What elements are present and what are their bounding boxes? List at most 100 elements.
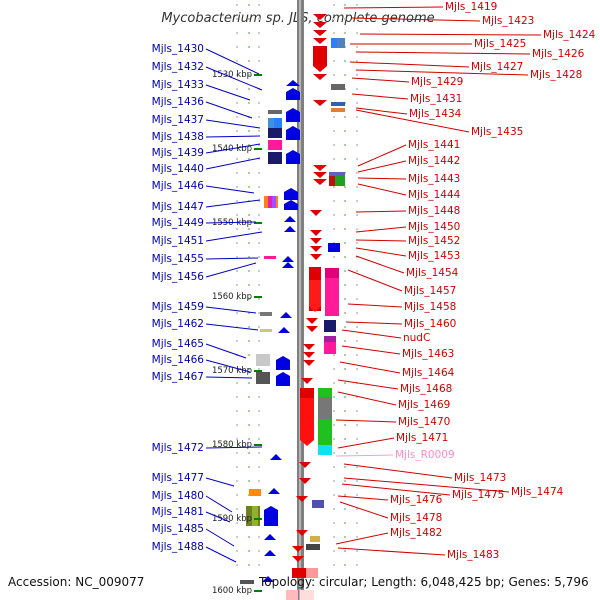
gene-label[interactable]: Mjls_1429 xyxy=(411,76,463,88)
gene-label[interactable]: Mjls_1437 xyxy=(152,114,204,126)
gene-label[interactable]: Mjls_1475 xyxy=(452,489,504,501)
track-dot xyxy=(248,466,250,468)
track-dot xyxy=(258,228,260,230)
gene-label[interactable]: Mjls_1463 xyxy=(402,348,454,360)
track-dot xyxy=(356,172,358,174)
gene-label[interactable]: Mjls_1462 xyxy=(152,318,204,330)
gene-label[interactable]: Mjls_1477 xyxy=(152,472,204,484)
label-leader-line xyxy=(351,17,481,22)
gene-label[interactable]: Mjls_1452 xyxy=(408,235,460,247)
track-dot xyxy=(248,564,250,566)
gene-block xyxy=(268,152,282,164)
gene-label[interactable]: Mjls_1426 xyxy=(532,48,585,60)
gene-label[interactable]: Mjls_1427 xyxy=(471,61,523,73)
track-dot xyxy=(344,326,346,328)
gene-label[interactable]: Mjls_1425 xyxy=(474,38,526,50)
gene-label[interactable]: Mjls_1439 xyxy=(152,147,204,159)
track-dot xyxy=(356,158,358,160)
gene-label[interactable]: Mjls_1428 xyxy=(530,69,582,81)
track-dot xyxy=(258,32,260,34)
gene-label[interactable]: Mjls_1443 xyxy=(408,173,460,185)
gene-label[interactable]: Mjls_1464 xyxy=(402,367,455,379)
gene-label[interactable]: Mjls_1478 xyxy=(390,512,442,524)
gene-label[interactable]: Mjls_1419 xyxy=(445,1,497,13)
gene-label[interactable]: Mjls_1470 xyxy=(398,416,450,428)
gene-label[interactable]: Mjls_1466 xyxy=(152,354,205,366)
forward-gene-arrow xyxy=(303,360,315,366)
track-dot xyxy=(236,186,238,188)
gene-block xyxy=(252,506,258,526)
gene-label[interactable]: Mjls_1472 xyxy=(152,442,204,454)
gene-label[interactable]: Mjls_1483 xyxy=(447,549,499,561)
gene-label[interactable]: Mjls_1453 xyxy=(408,250,460,262)
gene-label[interactable]: Mjls_1488 xyxy=(152,541,204,553)
track-dot xyxy=(248,88,250,90)
gene-label[interactable]: Mjls_1441 xyxy=(408,139,460,151)
gene-label[interactable]: Mjls_1436 xyxy=(152,96,205,108)
track-dot xyxy=(236,116,238,118)
track-dot xyxy=(356,424,358,426)
gene-label[interactable]: Mjls_1434 xyxy=(409,108,462,120)
track-dot xyxy=(344,18,346,20)
gene-label[interactable]: Mjls_1465 xyxy=(152,338,204,350)
gene-label[interactable]: Mjls_1431 xyxy=(410,93,462,105)
gene-label[interactable]: Mjls_1460 xyxy=(404,318,456,330)
label-leader-line xyxy=(205,257,259,260)
gene-label[interactable]: Mjls_1473 xyxy=(454,472,506,484)
tick-mark xyxy=(254,370,262,372)
gene-label[interactable]: Mjls_1432 xyxy=(152,61,204,73)
gene-label[interactable]: Mjls_1423 xyxy=(482,15,534,27)
gene-label[interactable]: Mjls_1471 xyxy=(396,432,448,444)
gene-label[interactable]: Mjls_1468 xyxy=(400,383,452,395)
reverse-gene-block xyxy=(286,150,300,164)
gene-label[interactable]: Mjls_1438 xyxy=(152,131,204,143)
gene-label[interactable]: Mjls_1476 xyxy=(390,494,443,506)
gene-block xyxy=(256,372,270,384)
gene-block xyxy=(286,590,298,600)
track-dot xyxy=(333,466,335,468)
gene-label[interactable]: Mjls_1424 xyxy=(543,29,596,41)
track-dot xyxy=(248,368,250,370)
gene-label[interactable]: Mjls_1449 xyxy=(152,217,204,229)
track-dot xyxy=(356,508,358,510)
gene-label[interactable]: Mjls_1467 xyxy=(152,371,204,383)
gene-label[interactable]: Mjls_R0009 xyxy=(395,449,455,461)
gene-label[interactable]: Mjls_1435 xyxy=(471,126,523,138)
gene-label[interactable]: Mjls_1454 xyxy=(406,267,459,279)
gene-label[interactable]: Mjls_1451 xyxy=(152,235,204,247)
gene-label[interactable]: nudC xyxy=(403,332,430,344)
gene-label[interactable]: Mjls_1440 xyxy=(152,163,204,175)
gene-label[interactable]: Mjls_1482 xyxy=(390,527,442,539)
gene-label[interactable]: Mjls_1455 xyxy=(152,253,204,265)
forward-gene-arrow xyxy=(292,556,304,562)
gene-label[interactable]: Mjls_1446 xyxy=(152,180,205,192)
label-leader-line xyxy=(355,210,407,213)
label-leader-line xyxy=(337,379,399,390)
forward-gene-arrow xyxy=(303,352,315,358)
gene-label[interactable]: Mjls_1458 xyxy=(404,301,456,313)
track-dot xyxy=(236,452,238,454)
gene-label[interactable]: Mjls_1442 xyxy=(408,155,460,167)
gene-label[interactable]: Mjls_1481 xyxy=(152,506,204,518)
gene-label[interactable]: Mjls_1456 xyxy=(152,271,205,283)
track-dot xyxy=(248,382,250,384)
gene-label[interactable]: Mjls_1457 xyxy=(404,285,456,297)
gene-label[interactable]: Mjls_1433 xyxy=(152,79,204,91)
forward-gene-arrow xyxy=(313,22,327,28)
gene-label[interactable]: Mjls_1430 xyxy=(152,43,204,55)
gene-label[interactable]: Mjls_1485 xyxy=(152,523,204,535)
track-dot xyxy=(236,144,238,146)
label-leader-line xyxy=(341,329,402,339)
gene-label[interactable]: Mjls_1469 xyxy=(398,399,450,411)
track-dot xyxy=(248,4,250,6)
track-dot xyxy=(258,144,260,146)
gene-label[interactable]: Mjls_1448 xyxy=(408,205,460,217)
track-dot xyxy=(344,116,346,118)
gene-label[interactable]: Mjls_1447 xyxy=(152,201,204,213)
gene-label[interactable]: Mjls_1444 xyxy=(408,189,461,201)
gene-label[interactable]: Mjls_1480 xyxy=(152,490,204,502)
gene-label[interactable]: Mjls_1474 xyxy=(511,486,564,498)
track-dot xyxy=(236,242,238,244)
gene-label[interactable]: Mjls_1450 xyxy=(408,221,460,233)
gene-label[interactable]: Mjls_1459 xyxy=(152,301,204,313)
